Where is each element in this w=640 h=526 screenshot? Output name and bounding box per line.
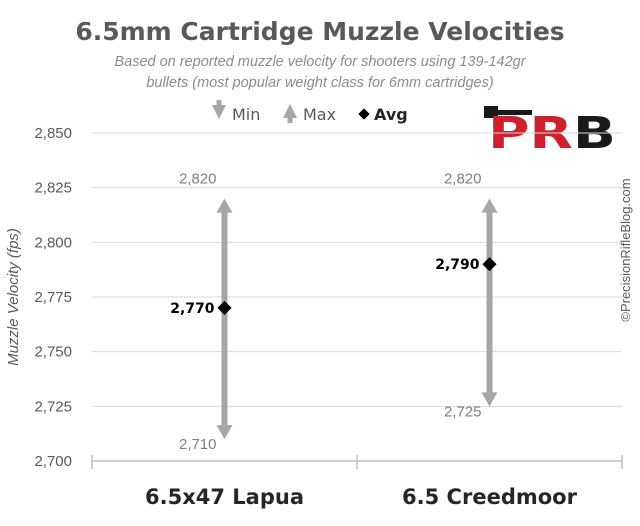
logo-rifle-stock — [484, 106, 498, 118]
avg-marker — [217, 300, 232, 316]
y-gridlines — [92, 132, 622, 407]
y-axis-label: Muzzle Velocity (fps) — [5, 228, 22, 366]
legend-avg-marker — [358, 108, 370, 120]
chart-subtitle-line-2: bullets (most popular weight class for 6… — [146, 75, 493, 91]
y-tick-label: 2,825 — [34, 180, 72, 197]
chart-subtitle-line-1: Based on reported muzzle velocity for sh… — [114, 54, 526, 70]
max-value-label: 2,820 — [179, 171, 217, 188]
max-value-label: 2,820 — [444, 171, 482, 188]
legend-min-label: Min — [232, 105, 260, 124]
watermark: ©PrecisionRifleBlog.com — [618, 178, 633, 321]
max-arrowhead — [481, 198, 498, 213]
x-axis — [91, 455, 623, 469]
chart-title: 6.5mm Cartridge Muzzle Velocities — [75, 17, 564, 46]
y-tick-label: 2,800 — [34, 234, 72, 251]
min-arrowhead — [216, 425, 233, 440]
legend-max-label: Max — [303, 105, 336, 124]
max-arrowhead — [216, 198, 233, 213]
data-marks: 2,820 2,710 2,770 2,820 2,725 2,790 — [170, 171, 498, 453]
legend-avg-label: Avg — [374, 105, 408, 124]
y-tick-label: 2,700 — [34, 453, 72, 470]
y-tick-label: 2,775 — [34, 289, 72, 306]
avg-value-label: 2,770 — [170, 301, 215, 317]
min-value-label: 2,710 — [179, 436, 217, 453]
legend: Min Max Avg — [212, 100, 408, 124]
legend-max-marker — [283, 104, 297, 123]
logo-rifle-icon — [486, 110, 532, 115]
y-tick-label: 2,850 — [34, 125, 72, 142]
y-tick-label: 2,750 — [34, 344, 72, 361]
range-shaft — [486, 211, 493, 394]
legend-min-marker — [212, 100, 226, 119]
category-label: 6.5 Creedmoor — [402, 485, 578, 509]
y-tick-labels: 2,700 2,725 2,750 2,775 2,800 2,825 2,850 — [34, 125, 72, 470]
y-tick-label: 2,725 — [34, 398, 72, 415]
avg-value-label: 2,790 — [435, 257, 480, 273]
min-arrowhead — [481, 392, 498, 407]
category-label: 6.5x47 Lapua — [145, 485, 304, 509]
min-value-label: 2,725 — [444, 403, 482, 420]
category-labels: 6.5x47 Lapua 6.5 Creedmoor — [145, 485, 578, 509]
avg-marker — [482, 257, 497, 272]
range-shaft — [221, 211, 228, 427]
